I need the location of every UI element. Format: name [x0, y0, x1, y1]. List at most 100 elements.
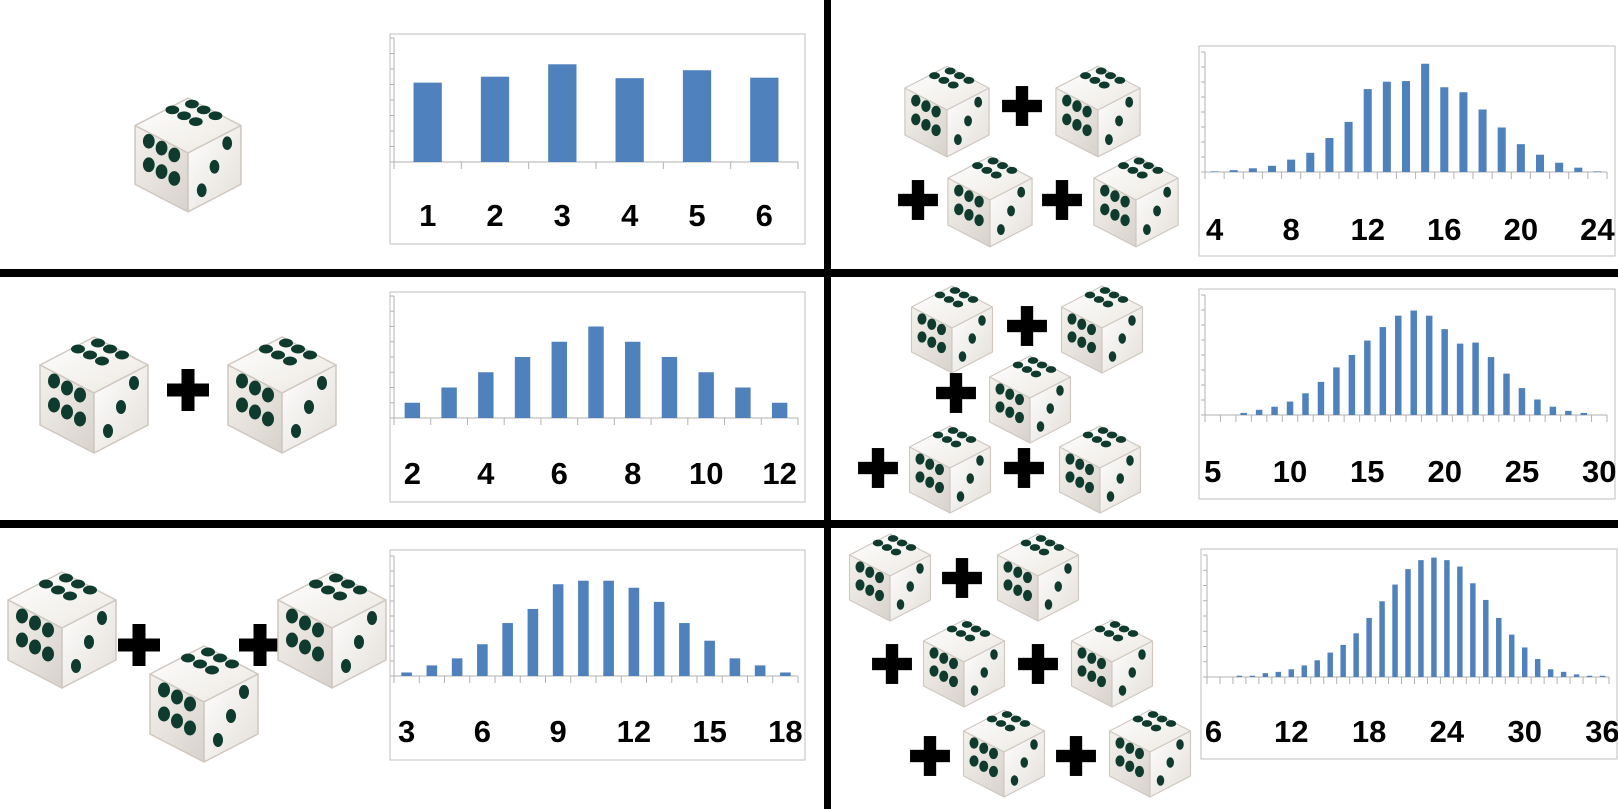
bar	[588, 326, 604, 418]
tick-label: 6	[474, 714, 491, 749]
bar	[628, 587, 640, 676]
die-icon	[1093, 155, 1179, 248]
tick-label: 30	[1507, 714, 1541, 749]
bar	[1267, 165, 1277, 172]
bar	[1456, 343, 1464, 415]
die-icon	[848, 533, 932, 622]
bar	[1410, 310, 1417, 415]
bar	[1555, 162, 1564, 172]
bar	[1521, 647, 1528, 677]
die-icon	[922, 619, 1006, 708]
bar	[401, 672, 412, 676]
tick-label: 15	[1350, 454, 1384, 489]
die-icon	[1060, 285, 1144, 374]
bar	[1395, 315, 1402, 415]
die-icon	[1058, 425, 1142, 514]
bar	[1287, 159, 1296, 172]
tick-label: 20	[1427, 454, 1461, 489]
tick-label: 12	[1274, 714, 1308, 749]
plus-icon	[1004, 448, 1044, 488]
bar	[1271, 406, 1278, 415]
bar	[615, 78, 644, 162]
bar	[1421, 63, 1430, 172]
bar	[477, 644, 488, 676]
bar	[1459, 92, 1468, 172]
bar	[1210, 171, 1219, 172]
tick-label: 4	[621, 198, 639, 233]
bar	[1327, 652, 1333, 677]
die-icon	[149, 645, 259, 763]
bar	[1444, 560, 1450, 677]
bar	[735, 387, 751, 418]
bar	[1248, 168, 1257, 172]
bar	[1382, 81, 1391, 172]
bar	[1366, 617, 1372, 677]
bar	[1255, 409, 1263, 415]
tick-label: 24	[1430, 714, 1465, 749]
tick-label: 25	[1505, 454, 1539, 489]
chart-four-dice: 4 8 12 16 20 24	[1198, 45, 1616, 257]
bar	[1249, 675, 1256, 677]
tick-label: 3	[398, 714, 415, 749]
bar	[1317, 381, 1325, 415]
bar	[1401, 81, 1411, 172]
bar	[1483, 599, 1489, 677]
bar	[548, 64, 577, 162]
bar	[750, 77, 779, 162]
plus-icon	[872, 644, 912, 684]
die-icon	[962, 709, 1046, 798]
plus-icon	[858, 448, 898, 488]
tick-label: 10	[689, 456, 723, 491]
bar	[527, 608, 539, 676]
chart-six-dice: 6 12 18 24 30 36	[1200, 548, 1618, 760]
bar	[1348, 355, 1356, 415]
bar	[578, 580, 589, 676]
bar	[1301, 665, 1307, 677]
bar	[1516, 144, 1525, 172]
tick-label: 6	[1205, 714, 1222, 749]
bar	[1549, 406, 1557, 415]
bar	[441, 387, 457, 418]
chart-three-dice: 3 6 9 12 15 18	[389, 549, 806, 761]
die-icon	[1055, 65, 1141, 158]
tick-label: 16	[1427, 212, 1461, 247]
die-icon	[134, 97, 242, 213]
die-icon	[227, 336, 337, 454]
bar	[1353, 633, 1359, 677]
plus-icon	[239, 624, 281, 666]
tick-label: 1	[419, 198, 436, 233]
tick-label: 4	[1206, 212, 1224, 247]
bar	[480, 76, 510, 162]
plus-icon	[1002, 86, 1042, 126]
bar	[1379, 327, 1387, 415]
tick-label: 12	[617, 714, 651, 749]
bar	[1470, 583, 1476, 677]
row-divider-2	[0, 520, 1618, 528]
bar	[682, 70, 712, 162]
plus-icon	[898, 180, 938, 220]
tick-label: 18	[1352, 714, 1386, 749]
bar	[1418, 560, 1424, 677]
bar	[1586, 675, 1593, 677]
bar	[1340, 644, 1346, 677]
chart-one-die: 1 2 3 4 5 6	[389, 33, 806, 245]
bar	[1306, 152, 1315, 172]
bar	[704, 640, 715, 676]
bar	[1509, 634, 1515, 677]
bar	[729, 658, 741, 676]
bar	[1275, 671, 1282, 677]
bar	[661, 357, 678, 418]
tick-label: 8	[1282, 212, 1299, 247]
bar	[1379, 601, 1385, 677]
bar	[1560, 671, 1567, 677]
bar	[1229, 170, 1238, 172]
bar	[502, 623, 513, 676]
tick-label: 3	[554, 198, 571, 233]
bar	[653, 601, 665, 676]
bar	[754, 665, 766, 676]
tick-label: 36	[1585, 714, 1618, 749]
tick-label: 6	[551, 456, 568, 491]
bar	[1518, 388, 1526, 415]
tick-label: 15	[692, 714, 726, 749]
bar	[625, 341, 641, 418]
